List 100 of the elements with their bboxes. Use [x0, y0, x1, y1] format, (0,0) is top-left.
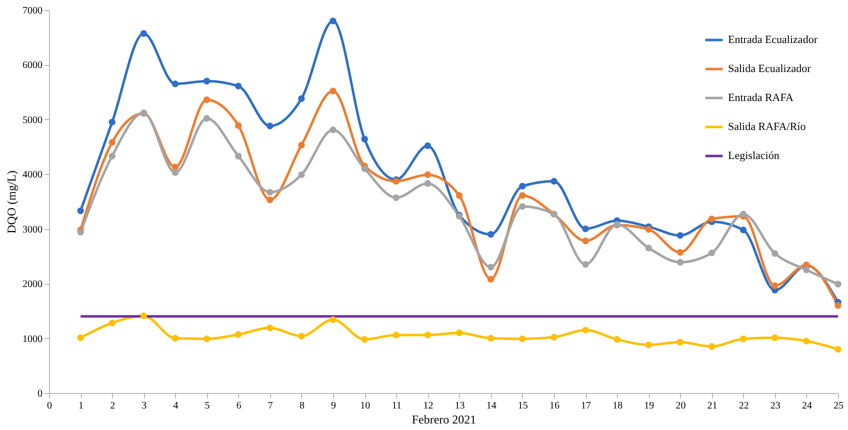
point — [298, 332, 305, 340]
point — [330, 126, 336, 134]
point — [550, 178, 558, 185]
y-tick-label: 0 — [38, 388, 42, 400]
x-tick-label: 12 — [423, 400, 434, 412]
x-tick-label: 2 — [110, 400, 116, 412]
point — [172, 334, 179, 342]
x-tick-label: 24 — [802, 400, 812, 412]
point — [77, 334, 84, 342]
legend-label: Entrada RAFA — [728, 92, 794, 104]
point — [108, 152, 116, 160]
point — [235, 331, 242, 338]
point — [298, 142, 305, 148]
point — [108, 139, 116, 146]
point — [740, 210, 747, 218]
point — [487, 334, 494, 342]
point — [740, 226, 747, 234]
x-tick-label: 10 — [360, 400, 370, 412]
point — [519, 335, 526, 342]
point — [140, 312, 148, 320]
point — [361, 336, 368, 343]
point — [424, 142, 432, 150]
x-tick-label: 17 — [581, 400, 592, 412]
x-tick-label: 23 — [770, 400, 780, 412]
legend-label: Salida Ecualizador — [728, 63, 812, 75]
point — [266, 188, 274, 196]
y-axis-title: DQO (mg/L) — [4, 170, 18, 234]
point — [203, 96, 210, 104]
point — [108, 118, 116, 126]
x-tick-label: 3 — [142, 400, 147, 412]
point — [108, 320, 116, 326]
point — [487, 264, 494, 271]
point — [235, 122, 242, 129]
x-tick-label: 7 — [268, 400, 273, 412]
y-tick-label: 7000 — [22, 6, 42, 16]
point — [361, 165, 368, 172]
x-tick-label: 11 — [392, 400, 402, 412]
point — [266, 196, 274, 204]
point — [203, 335, 210, 342]
point — [645, 226, 652, 233]
x-tick-label: 16 — [549, 400, 560, 412]
x-tick-label: 25 — [834, 400, 844, 412]
point — [645, 342, 652, 348]
x-tick-label: 21 — [707, 400, 718, 412]
point — [740, 335, 747, 342]
point — [203, 114, 210, 122]
point — [140, 30, 148, 37]
point — [298, 95, 305, 102]
point — [487, 230, 494, 238]
point — [582, 226, 589, 232]
x-tick-label: 9 — [331, 400, 336, 412]
point — [487, 276, 494, 283]
legend-label: Legislación — [728, 150, 780, 162]
x-tick-label: 19 — [644, 400, 654, 412]
y-tick-label: 3000 — [22, 224, 42, 236]
y-tick-label: 2000 — [22, 279, 42, 290]
point — [330, 316, 336, 324]
point — [424, 332, 432, 338]
point — [834, 346, 842, 353]
x-tick-label: 6 — [236, 400, 242, 412]
point — [77, 207, 84, 214]
point — [582, 261, 589, 268]
point — [582, 326, 589, 334]
y-tick-label: 4000 — [22, 170, 42, 181]
point — [392, 332, 400, 338]
point — [676, 232, 684, 239]
point — [424, 171, 432, 178]
x-tick-label: 4 — [173, 400, 178, 412]
point — [803, 266, 810, 274]
y-tick-label: 5000 — [22, 114, 42, 126]
point — [676, 249, 684, 256]
point — [582, 238, 589, 244]
point — [772, 250, 778, 257]
point — [519, 182, 526, 190]
point — [172, 169, 179, 176]
point — [235, 152, 242, 160]
point — [266, 122, 274, 130]
x-tick-label: 0 — [47, 400, 52, 412]
point — [676, 258, 684, 266]
point — [266, 324, 274, 332]
point — [361, 136, 368, 142]
point — [708, 343, 716, 350]
x-tick-label: 5 — [204, 400, 210, 412]
x-tick-label: 1 — [78, 400, 84, 412]
point — [708, 216, 716, 222]
x-tick-label: 18 — [612, 400, 623, 412]
point — [708, 250, 716, 256]
point — [203, 78, 210, 84]
x-axis-title: Febrero 2021 — [412, 412, 476, 426]
point — [519, 192, 526, 199]
y-tick-label: 6000 — [22, 60, 42, 72]
legend-label: Entrada Ecualizador — [728, 34, 818, 46]
point — [235, 82, 242, 90]
x-tick-label: 22 — [738, 400, 749, 412]
point — [330, 18, 336, 24]
x-tick-label: 8 — [299, 400, 304, 412]
x-tick-label: 13 — [454, 400, 465, 412]
point — [803, 338, 810, 344]
point — [172, 80, 179, 88]
x-tick-label: 20 — [676, 400, 686, 412]
